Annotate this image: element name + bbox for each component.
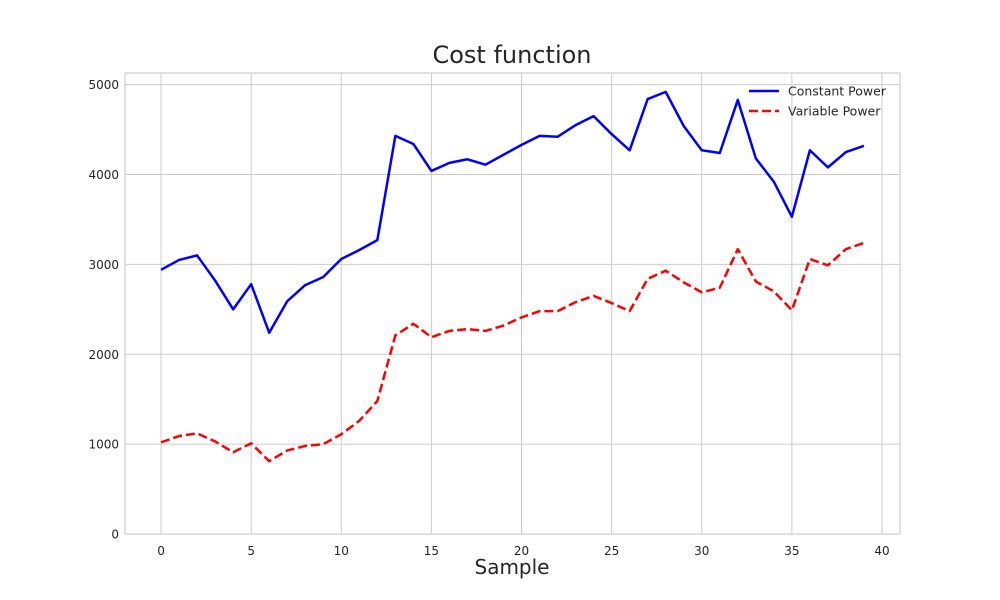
- x-tick-label: 10: [334, 544, 349, 558]
- y-tick-label: 1000: [88, 438, 119, 452]
- plot-area: [124, 72, 901, 535]
- x-axis-ticks: 0 5 10 15 20 25 30 35 40: [157, 544, 889, 558]
- x-tick-label: 35: [784, 544, 799, 558]
- x-axis-label: Sample: [475, 555, 550, 579]
- y-tick-label: 3000: [88, 258, 119, 272]
- legend-label-constant-power: Constant Power: [788, 84, 887, 99]
- x-tick-label: 20: [514, 544, 529, 558]
- x-tick-label: 5: [247, 544, 255, 558]
- series-line-variable-power: [160, 241, 865, 463]
- y-axis-ticks: 0 1000 2000 3000 4000 5000: [88, 78, 119, 541]
- series-lines: [160, 90, 865, 463]
- x-tick-label: 15: [424, 544, 439, 558]
- series-line-constant-power: [160, 90, 865, 334]
- y-tick-label: 4000: [88, 168, 119, 182]
- y-tick-label: 2000: [88, 348, 119, 362]
- plot-frame: [124, 72, 901, 535]
- x-tick-label: 40: [874, 544, 889, 558]
- y-tick-label: 0: [111, 528, 119, 542]
- x-tick-label: 0: [157, 544, 165, 558]
- x-tick-label: 25: [604, 544, 619, 558]
- legend: Constant Power Variable Power: [749, 84, 887, 119]
- legend-label-variable-power: Variable Power: [788, 104, 881, 119]
- chart-title: Cost function: [432, 41, 591, 69]
- y-tick-label: 5000: [88, 78, 119, 92]
- x-tick-label: 30: [694, 544, 709, 558]
